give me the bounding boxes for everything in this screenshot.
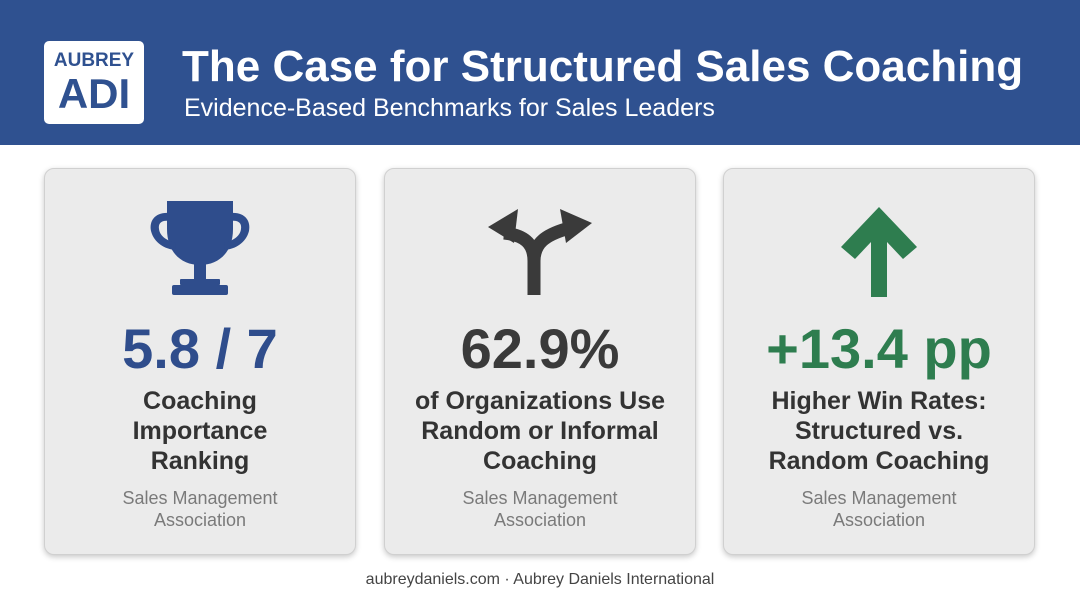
logo-bottom-text: ADI (57, 70, 131, 117)
stat-description-line: Coaching (143, 387, 257, 415)
stat-description-line: Random or Informal (421, 417, 659, 445)
page-title: The Case for Structured Sales Coaching (182, 42, 1024, 91)
stat-source-line: Association (832, 510, 926, 530)
stat-source-line: Sales Management (801, 488, 957, 508)
stat-source-line: Association (153, 510, 247, 530)
stat-source: Sales Management Association (734, 487, 1024, 531)
stat-source-line: Association (493, 510, 587, 530)
stat-description: of Organizations Use Random or Informal … (395, 386, 685, 476)
stat-value: +13.4 pp (766, 317, 992, 380)
trophy-icon (45, 199, 355, 299)
up-arrow-icon (724, 199, 1034, 299)
stat-source: Sales Management Association (55, 487, 345, 531)
aubrey-adi-logo: AUBREY ADI (44, 41, 144, 124)
stat-source-line: Sales Management (122, 488, 278, 508)
header-banner: AUBREY ADI The Case for Structured Sales… (0, 0, 1080, 145)
stat-description-line: of Organizations Use (414, 387, 666, 415)
footer-attribution: aubreydaniels.com · Aubrey Daniels Inter… (365, 571, 715, 588)
stat-value: 62.9% (460, 317, 620, 380)
stat-description-line: Structured vs. (794, 417, 964, 445)
stat-source: Sales Management Association (395, 487, 685, 531)
stat-card-coaching-importance: 5.8 / 7 Coaching Importance Ranking Sale… (44, 168, 356, 555)
stat-description: Coaching Importance Ranking (55, 386, 345, 476)
page-subtitle: Evidence-Based Benchmarks for Sales Lead… (184, 94, 715, 122)
logo-top-text: AUBREY (53, 50, 135, 71)
stat-source-line: Sales Management (462, 488, 618, 508)
stat-description-line: Higher Win Rates: (771, 387, 987, 415)
stat-description-line: Ranking (150, 447, 250, 475)
fork-arrows-icon (385, 199, 695, 299)
stat-description-line: Random Coaching (768, 447, 990, 475)
stat-description: Higher Win Rates: Structured vs. Random … (734, 386, 1024, 476)
stat-description-line: Coaching (483, 447, 597, 475)
stat-card-random-coaching: 62.9% of Organizations Use Random or Inf… (384, 168, 696, 555)
stat-card-win-rates: +13.4 pp Higher Win Rates: Structured vs… (723, 168, 1035, 555)
stat-value: 5.8 / 7 (122, 317, 278, 380)
stat-description-line: Importance (132, 417, 268, 445)
